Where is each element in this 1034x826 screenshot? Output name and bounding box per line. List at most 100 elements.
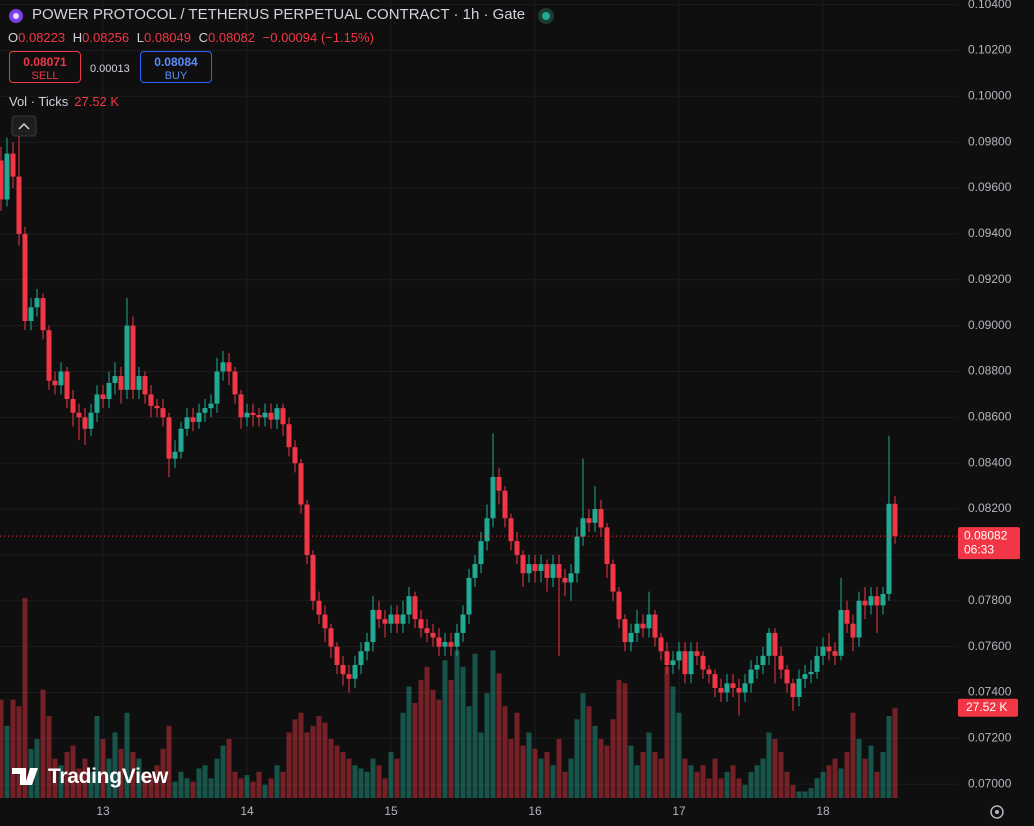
- volume-bar: [556, 738, 562, 798]
- ohlc-key: H: [72, 30, 83, 45]
- volume-bar: [502, 706, 508, 798]
- y-tick-label: 0.09600: [968, 180, 1012, 194]
- volume-bar: [430, 689, 436, 798]
- candle-body: [340, 665, 346, 675]
- candle-body: [772, 632, 778, 656]
- candle-body: [0, 160, 4, 200]
- volume-bar: [640, 752, 646, 798]
- volume-bar: [52, 758, 58, 798]
- volume-bar: [652, 752, 658, 798]
- volume-bar: [10, 699, 16, 798]
- volume-bar: [664, 666, 670, 798]
- ohlc-key: C: [198, 30, 209, 45]
- volume-bar: [568, 758, 574, 798]
- candle-body: [454, 632, 460, 647]
- candle-body: [478, 541, 484, 565]
- volume-bar: [76, 768, 82, 798]
- candle-body: [328, 628, 334, 647]
- sell-button[interactable]: 0.08071 SELL: [9, 51, 81, 83]
- buy-price: 0.08084: [154, 55, 198, 69]
- candle-body: [484, 518, 490, 542]
- candle-body: [712, 674, 718, 688]
- candle-body: [658, 637, 664, 652]
- y-tick-label: 0.08400: [968, 455, 1012, 469]
- candle-body: [298, 463, 304, 505]
- candle-body: [430, 632, 436, 638]
- collapse-icon: [18, 122, 30, 130]
- candle-body: [154, 405, 160, 409]
- volume-bar: [472, 653, 478, 798]
- price-axis: 0.10400 0.10200 0.10000 0.09800 0.09600 0.094…: [958, 0, 1034, 826]
- y-tick-label: 0.07400: [968, 685, 1012, 699]
- volume-bar: [304, 732, 310, 798]
- sell-price: 0.08071: [23, 55, 67, 69]
- candle-body: [580, 518, 586, 537]
- volume-bar: [370, 758, 376, 798]
- y-tick-label: 0.07800: [968, 593, 1012, 607]
- candle-body: [184, 417, 190, 429]
- candle-body: [844, 609, 850, 624]
- settings-button[interactable]: [990, 805, 1004, 819]
- ohlc-key: L: [136, 30, 144, 45]
- volume-bar: [100, 738, 106, 798]
- candle-body: [310, 554, 316, 601]
- volume-bar: [676, 712, 682, 798]
- candle-body: [700, 655, 706, 670]
- candle-body: [76, 412, 82, 418]
- volume-bar: [262, 784, 268, 798]
- volume-bar: [166, 725, 172, 798]
- candle-body: [238, 394, 244, 418]
- candle-body: [394, 614, 400, 624]
- candle-body: [820, 646, 826, 656]
- volume-bar: [718, 778, 724, 798]
- volume-bar: [832, 758, 838, 798]
- candle-body: [640, 623, 646, 629]
- volume-bar: [580, 693, 586, 798]
- volume-bar: [802, 791, 808, 798]
- candle-body: [676, 651, 682, 661]
- candle-body: [316, 600, 322, 615]
- candle-body: [520, 554, 526, 574]
- symbol-icon-core: [13, 13, 19, 19]
- candle-body: [574, 536, 580, 574]
- candle-body: [694, 651, 700, 656]
- candle-body: [502, 490, 508, 519]
- settings-icon: [995, 810, 999, 814]
- candle-body: [646, 614, 652, 629]
- candle-body: [682, 651, 688, 675]
- volume-bar: [688, 765, 694, 798]
- candle-body: [880, 593, 886, 606]
- volume-bar: [358, 768, 364, 798]
- y-tick-label: 0.08200: [968, 501, 1012, 515]
- candle-body: [370, 609, 376, 643]
- candle-body: [262, 412, 268, 418]
- volume-bar: [322, 722, 328, 798]
- volume-bar: [574, 719, 580, 798]
- volume-bar: [106, 758, 112, 798]
- volume-bar: [454, 650, 460, 798]
- volume-bar: [862, 758, 868, 798]
- candle-body: [418, 619, 424, 629]
- candle-body: [388, 614, 394, 624]
- buy-button[interactable]: 0.08084 BUY: [140, 51, 212, 83]
- candle-body: [814, 655, 820, 672]
- volume-bar: [442, 660, 448, 798]
- volume-bar: [748, 771, 754, 798]
- volume-bar: [694, 771, 700, 798]
- candle-body: [556, 564, 562, 578]
- candle-body: [28, 307, 34, 322]
- volume-bar: [256, 771, 262, 798]
- candle-body: [664, 651, 670, 665]
- y-tick-label: 0.10400: [968, 0, 1012, 11]
- volume-bar: [46, 716, 52, 798]
- volume-bar: [766, 732, 772, 798]
- candle-body: [808, 671, 814, 675]
- volume-bar: [508, 738, 514, 798]
- buy-label: BUY: [164, 70, 188, 82]
- candle-body: [550, 564, 556, 578]
- candle-body: [706, 669, 712, 675]
- volume-bar: [412, 702, 418, 798]
- volume-bar: [226, 738, 232, 798]
- collapse-button[interactable]: [11, 115, 37, 137]
- candle-body: [622, 619, 628, 643]
